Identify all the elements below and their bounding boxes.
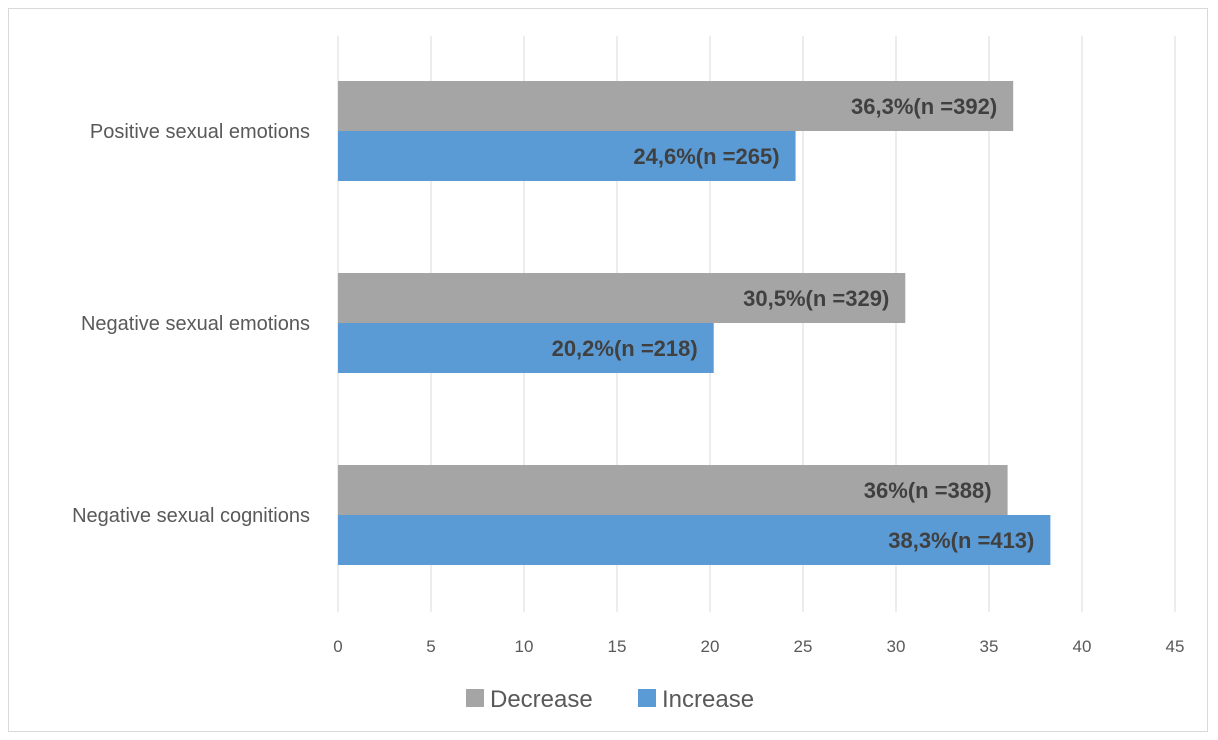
legend: Decrease Increase — [466, 686, 754, 713]
category-label: Negative sexual cognitions — [72, 505, 310, 527]
data-label: 30,5%(n =329) — [743, 286, 889, 311]
bar-decrease — [338, 273, 906, 323]
x-tick-label: 15 — [608, 637, 627, 656]
x-tick-label: 20 — [701, 637, 720, 656]
x-tick-label: 45 — [1166, 637, 1185, 656]
x-tick-label: 30 — [887, 637, 906, 656]
category-label: Positive sexual emotions — [90, 121, 310, 143]
data-label: 20,2%(n =218) — [552, 336, 698, 361]
bar-decrease — [338, 465, 1008, 515]
data-label: 24,6%(n =265) — [633, 144, 779, 169]
legend-label-increase: Increase — [662, 686, 754, 713]
x-tick-label: 35 — [980, 637, 999, 656]
data-label: 36%(n =388) — [864, 478, 992, 503]
x-tick-label: 25 — [794, 637, 813, 656]
category-label: Negative sexual emotions — [81, 313, 310, 335]
bar-increase — [338, 323, 714, 373]
data-label: 38,3%(n =413) — [888, 528, 1034, 553]
x-tick-label: 5 — [426, 637, 435, 656]
x-tick-label: 40 — [1073, 637, 1092, 656]
data-label: 36,3%(n =392) — [851, 94, 997, 119]
bar-decrease — [338, 81, 1014, 131]
legend-swatch-increase — [638, 689, 656, 707]
x-tick-label: 0 — [333, 637, 342, 656]
legend-label-decrease: Decrease — [490, 686, 593, 713]
x-tick-label: 10 — [515, 637, 534, 656]
bar-increase — [338, 131, 796, 181]
legend-swatch-decrease — [466, 689, 484, 707]
x-tick-labels: 0 5 10 15 20 25 30 35 40 45 — [333, 637, 1184, 656]
category-labels: Positive sexual emotions Negative sexual … — [72, 121, 310, 527]
bars — [338, 81, 1051, 565]
data-labels: 36,3%(n =392) 24,6%(n =265) 30,5%(n =329) 2… — [552, 94, 1035, 553]
bar-increase — [338, 515, 1051, 565]
